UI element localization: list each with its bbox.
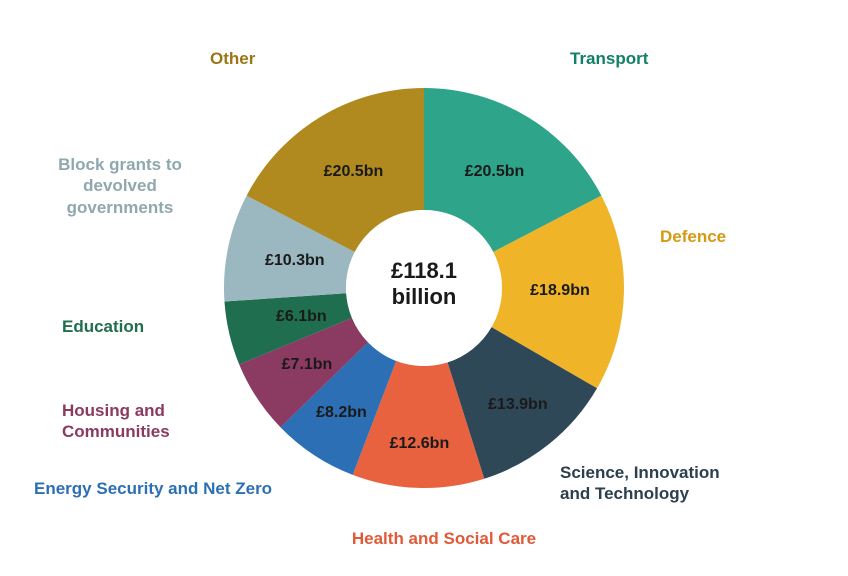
slice-value-4: £8.2bn: [316, 404, 367, 422]
slice-value-6: £6.1bn: [276, 308, 327, 326]
center-total: £118.1 billion: [344, 258, 504, 311]
category-label-6: Education: [62, 316, 202, 337]
category-label-0: Transport: [570, 48, 770, 69]
center-line-2: billion: [392, 284, 457, 309]
category-label-4: Energy Security and Net Zero: [34, 478, 324, 499]
category-label-7: Block grants todevolvedgovernments: [30, 154, 210, 218]
category-label-1: Defence: [660, 226, 830, 247]
slice-value-2: £13.9bn: [488, 396, 548, 414]
center-line-1: £118.1: [391, 258, 457, 283]
slice-value-5: £7.1bn: [282, 356, 333, 374]
category-label-5: Housing andCommunities: [62, 400, 242, 443]
slice-value-8: £20.5bn: [324, 163, 384, 181]
slice-value-3: £12.6bn: [390, 435, 450, 453]
category-label-3: Health and Social Care: [294, 528, 594, 549]
chart-stage: £118.1 billion Transport Defence Science, …: [0, 0, 848, 576]
category-label-2: Science, Innovationand Technology: [560, 462, 820, 505]
slice-value-1: £18.9bn: [530, 282, 590, 300]
category-label-8: Other: [210, 48, 350, 69]
slice-value-0: £20.5bn: [465, 163, 525, 181]
slice-value-7: £10.3bn: [265, 252, 325, 270]
